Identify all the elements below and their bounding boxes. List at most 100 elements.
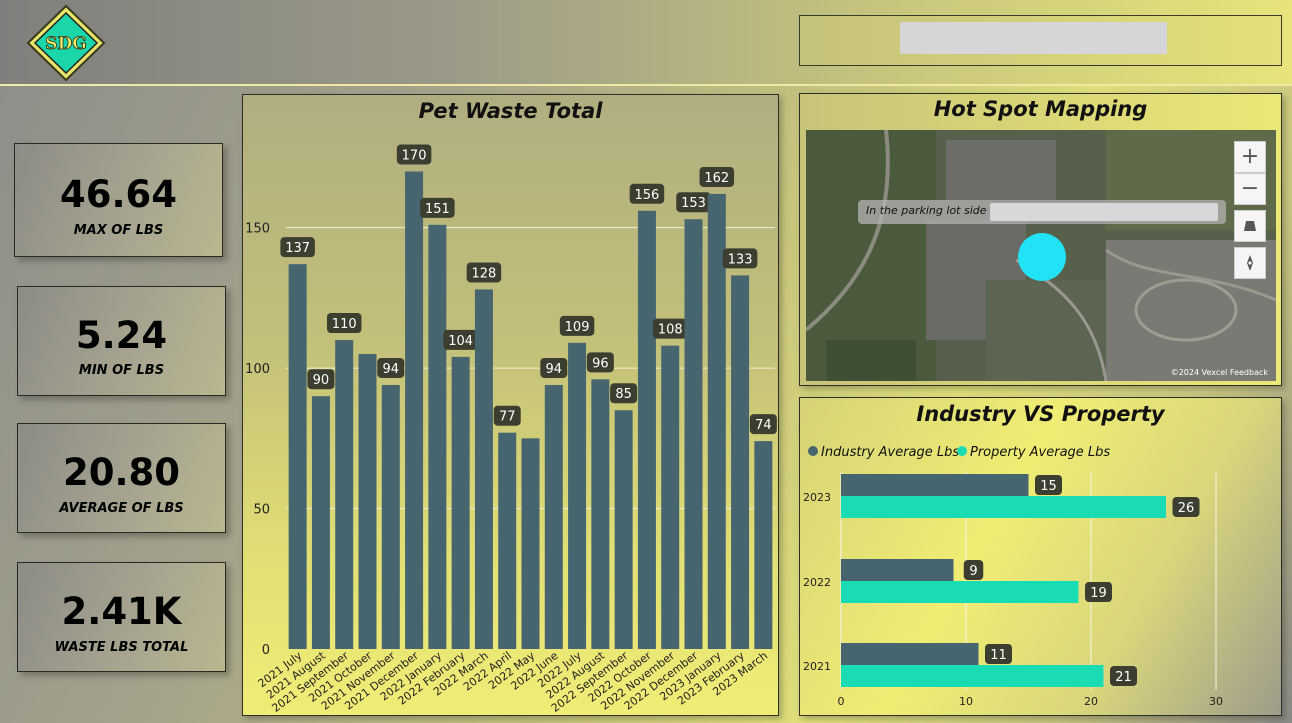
bar [451, 356, 470, 649]
x-tick-label: 30 [1209, 695, 1223, 708]
data-label-bg [307, 369, 335, 390]
data-label: 104 [448, 334, 473, 349]
data-label-bg [1172, 497, 1200, 517]
data-label-bg [586, 352, 614, 373]
data-label-bg [985, 644, 1012, 664]
satellite-map[interactable]: In the parking lot side + − ©2024 Vexcel… [806, 130, 1276, 381]
data-label: 21 [1115, 670, 1132, 685]
kpi-value: 46.64 [59, 173, 178, 216]
bar [684, 219, 703, 649]
data-label-bg [629, 183, 665, 204]
data-label: 15 [1040, 479, 1057, 494]
bar [637, 210, 656, 649]
legend-label: Property Average Lbs [970, 445, 1110, 460]
data-label-bg [1110, 666, 1137, 686]
data-label: 94 [546, 362, 563, 377]
top-filter-box[interactable] [799, 15, 1282, 66]
data-label-bg [610, 383, 638, 404]
y-tick-label: 150 [245, 222, 270, 237]
data-label-bg [493, 405, 521, 426]
pet-waste-chart-panel: Pet Waste Total 0 50 100 150 137 2021 July 90 2… [242, 94, 779, 716]
x-tick-label: 10 [959, 695, 973, 708]
data-label: 26 [1178, 501, 1195, 516]
bar [841, 496, 1166, 518]
data-label-bg [676, 192, 711, 213]
industry-vs-property-panel: Industry VS Property Industry Average Lb… [799, 397, 1282, 716]
industry-vs-property-chart: Industry Average Lbs Property Average Lbs… [803, 445, 1223, 708]
filter-bar[interactable] [900, 22, 1167, 54]
bar [754, 441, 773, 649]
data-label: 151 [425, 202, 450, 217]
bar [841, 474, 1029, 496]
compass-icon[interactable] [1234, 247, 1266, 279]
data-label: 128 [472, 266, 497, 281]
data-label-bg [540, 357, 568, 378]
data-label: 9 [969, 564, 977, 579]
data-label: 19 [1090, 586, 1107, 601]
x-tick-label: 20 [1084, 695, 1098, 708]
kpi-label: MIN OF LBS [78, 363, 165, 378]
tilt-icon[interactable] [1234, 210, 1266, 242]
bar [707, 193, 726, 649]
y-tick-label: 100 [245, 362, 270, 377]
map-title: Hot Spot Mapping [933, 97, 1148, 121]
data-label: 11 [990, 648, 1007, 663]
y-tick-label: 0 [262, 643, 270, 658]
chart-title: Pet Waste Total [418, 99, 603, 123]
y-tick-label: 50 [253, 503, 270, 518]
data-label: 96 [592, 356, 609, 371]
sdg-logo: SDG [26, 4, 106, 82]
bar [841, 581, 1079, 603]
bar [288, 264, 307, 649]
bar [498, 432, 517, 649]
legend-marker [957, 446, 967, 456]
data-label-bg [420, 197, 455, 218]
data-label-bg [396, 144, 432, 165]
data-label-bg [443, 329, 478, 350]
data-label: 110 [332, 317, 357, 332]
map-credit[interactable]: ©2024 Vexcel Feedback [1170, 368, 1268, 377]
bar [381, 384, 400, 649]
kpi-label: WASTE LBS TOTAL [54, 640, 189, 655]
bar [521, 438, 540, 649]
bar [474, 289, 493, 649]
bar [841, 559, 954, 581]
kpi-label: MAX OF LBS [73, 223, 164, 238]
data-label-bg [280, 237, 315, 258]
bar [544, 384, 563, 649]
zoom-in-icon[interactable]: + [1234, 141, 1266, 173]
bar [405, 171, 424, 649]
bar [591, 379, 610, 649]
data-label: 108 [658, 323, 683, 338]
y-tick-label: 2023 [803, 491, 831, 504]
data-label-bg [652, 318, 688, 339]
logo-text: SDG [45, 34, 87, 54]
bar [614, 410, 633, 649]
data-label: 156 [635, 188, 660, 203]
data-label: 74 [755, 418, 772, 433]
kpi-label: AVERAGE OF LBS [59, 501, 184, 516]
y-tick-label: 2022 [803, 576, 831, 589]
data-label-bg [699, 166, 735, 187]
x-tick-label: 0 [838, 695, 845, 708]
data-label-bg [326, 313, 362, 334]
legend-marker [808, 446, 818, 456]
y-tick-label: 2021 [803, 660, 831, 673]
kpi-card-max: 46.64 MAX OF LBS [14, 143, 223, 257]
kpi-card-total: 2.41K WASTE LBS TOTAL [17, 562, 226, 672]
data-label: 90 [313, 373, 330, 388]
data-label-bg [749, 414, 777, 435]
legend-label: Industry Average Lbs [821, 445, 959, 460]
data-label: 109 [565, 320, 590, 335]
kpi-card-min: 5.24 MIN OF LBS [17, 286, 226, 396]
data-label: 85 [615, 387, 632, 402]
data-label-bg [722, 248, 758, 269]
bar [358, 354, 377, 649]
hot-spot-marker[interactable] [1018, 233, 1066, 281]
bar [335, 340, 354, 649]
zoom-out-icon[interactable]: − [1234, 173, 1266, 205]
data-label: 162 [704, 171, 729, 186]
kpi-card-average: 20.80 AVERAGE OF LBS [17, 423, 226, 533]
kpi-value: 2.41K [61, 590, 182, 633]
